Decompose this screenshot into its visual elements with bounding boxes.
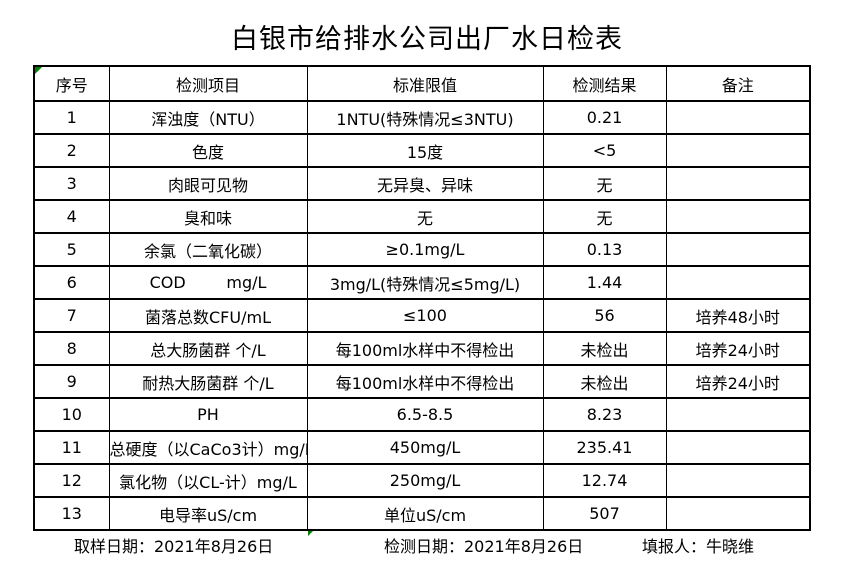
cell-item: COD mg/L: [108, 265, 308, 300]
cell-note: [665, 166, 811, 201]
reporter-label: 填报人：牛晓维: [642, 537, 755, 556]
cell-note: [665, 265, 811, 300]
table-row: 7 菌落总数CFU/mL ≤100 56 培养48小时: [33, 298, 811, 333]
cell-item: 余氯（二氧化碳）: [108, 232, 308, 267]
cell-note: [665, 232, 811, 267]
cell-limit: 15度: [306, 133, 544, 168]
cell-result: 无: [542, 199, 667, 234]
table-body: 1 浑浊度（NTU） 1NTU(特殊情况≤3NTU) 0.21 2 色度 15度…: [33, 100, 811, 531]
sampling-date-label: 取样日期：2021年8月26日: [74, 537, 274, 556]
cell-no: 13: [33, 496, 110, 531]
cell-item: 耐热大肠菌群 个/L: [108, 364, 308, 399]
cell-result: <5: [542, 133, 667, 168]
cell-no: 3: [33, 166, 110, 201]
cell-item: 菌落总数CFU/mL: [108, 298, 308, 333]
cell-result: 未检出: [542, 364, 667, 399]
cell-note: 培养24小时: [665, 364, 811, 399]
cell-limit: 250mg/L: [306, 463, 544, 498]
cell-limit: 无异臭、异味: [306, 166, 544, 201]
cell-result: 56: [542, 298, 667, 333]
excel-error-indicator-icon: [308, 529, 315, 536]
cell-result: 507: [542, 496, 667, 531]
cell-note: 培养24小时: [665, 331, 811, 366]
header-cell-limit: 标准限值: [306, 65, 544, 102]
cell-item: 浑浊度（NTU）: [108, 100, 308, 135]
cell-result: 未检出: [542, 331, 667, 366]
cell-no: 4: [33, 199, 110, 234]
header-row: 序号 检测项目 标准限值 检测结果 备注: [33, 65, 811, 102]
cell-note: [665, 133, 811, 168]
table-row: 8 总大肠菌群 个/L 每100ml水样中不得检出 未检出 培养24小时: [33, 331, 811, 366]
cell-no: 12: [33, 463, 110, 498]
cell-item: 氯化物（以CL-计）mg/L: [108, 463, 308, 498]
cell-limit: 6.5-8.5: [306, 397, 544, 432]
cell-note: [665, 463, 811, 498]
cell-note: [665, 496, 811, 531]
cell-result: 1.44: [542, 265, 667, 300]
table-row: 9 耐热大肠菌群 个/L 每100ml水样中不得检出 未检出 培养24小时: [33, 364, 811, 399]
cell-item: 总硬度（以CaCo3计）mg/L: [108, 430, 308, 465]
cell-note: [665, 100, 811, 135]
test-date-label: 检测日期：2021年8月26日: [384, 537, 584, 556]
table-row: 13 电导率uS/cm 单位uS/cm 507: [33, 496, 811, 531]
cell-item: 电导率uS/cm: [108, 496, 308, 531]
page-title: 白银市给排水公司出厂水日检表: [231, 24, 623, 55]
table-row: 12 氯化物（以CL-计）mg/L 250mg/L 12.74: [33, 463, 811, 498]
table-row: 10 PH 6.5-8.5 8.23: [33, 397, 811, 432]
header-cell-no: 序号: [33, 65, 110, 102]
cell-item: 总大肠菌群 个/L: [108, 331, 308, 366]
cell-note: 培养48小时: [665, 298, 811, 333]
cell-no: 7: [33, 298, 110, 333]
cell-item: PH: [108, 397, 308, 432]
cell-item: 肉眼可见物: [108, 166, 308, 201]
cell-limit: 3mg/L(特殊情况≤5mg/L): [306, 265, 544, 300]
cell-limit: 每100ml水样中不得检出: [306, 331, 544, 366]
cell-no: 10: [33, 397, 110, 432]
header-cell-item: 检测项目: [108, 65, 308, 102]
header-cell-result: 检测结果: [542, 65, 667, 102]
table-row: 5 余氯（二氧化碳） ≥0.1mg/L 0.13: [33, 232, 811, 267]
cell-limit: 每100ml水样中不得检出: [306, 364, 544, 399]
cell-limit: 单位uS/cm: [306, 496, 544, 531]
header-cell-note: 备注: [665, 65, 811, 102]
cell-no: 2: [33, 133, 110, 168]
table-row: 2 色度 15度 <5: [33, 133, 811, 168]
cell-limit: 450mg/L: [306, 430, 544, 465]
cell-limit: ≥0.1mg/L: [306, 232, 544, 267]
inspection-table: 序号 检测项目 标准限值 检测结果 备注 1 浑浊度（NTU） 1NTU(特殊情…: [33, 65, 811, 531]
cell-limit: ≤100: [306, 298, 544, 333]
cell-no: 11: [33, 430, 110, 465]
cell-no: 5: [33, 232, 110, 267]
cell-result: 12.74: [542, 463, 667, 498]
cell-no: 1: [33, 100, 110, 135]
cell-item: 臭和味: [108, 199, 308, 234]
cell-result: 无: [542, 166, 667, 201]
cell-no: 8: [33, 331, 110, 366]
table-row: 3 肉眼可见物 无异臭、异味 无: [33, 166, 811, 201]
table-row: 4 臭和味 无 无: [33, 199, 811, 234]
cell-result: 235.41: [542, 430, 667, 465]
table-row: 1 浑浊度（NTU） 1NTU(特殊情况≤3NTU) 0.21: [33, 100, 811, 135]
cell-item: 色度: [108, 133, 308, 168]
cell-no: 9: [33, 364, 110, 399]
cell-no: 6: [33, 265, 110, 300]
cell-note: [665, 430, 811, 465]
cell-note: [665, 199, 811, 234]
cell-result: 8.23: [542, 397, 667, 432]
table-header: 序号 检测项目 标准限值 检测结果 备注: [33, 65, 811, 102]
cell-limit: 无: [306, 199, 544, 234]
cell-limit: 1NTU(特殊情况≤3NTU): [306, 100, 544, 135]
cell-result: 0.13: [542, 232, 667, 267]
table-row: 11 总硬度（以CaCo3计）mg/L 450mg/L 235.41: [33, 430, 811, 465]
cell-result: 0.21: [542, 100, 667, 135]
table-row: 6 COD mg/L 3mg/L(特殊情况≤5mg/L) 1.44: [33, 265, 811, 300]
cell-note: [665, 397, 811, 432]
